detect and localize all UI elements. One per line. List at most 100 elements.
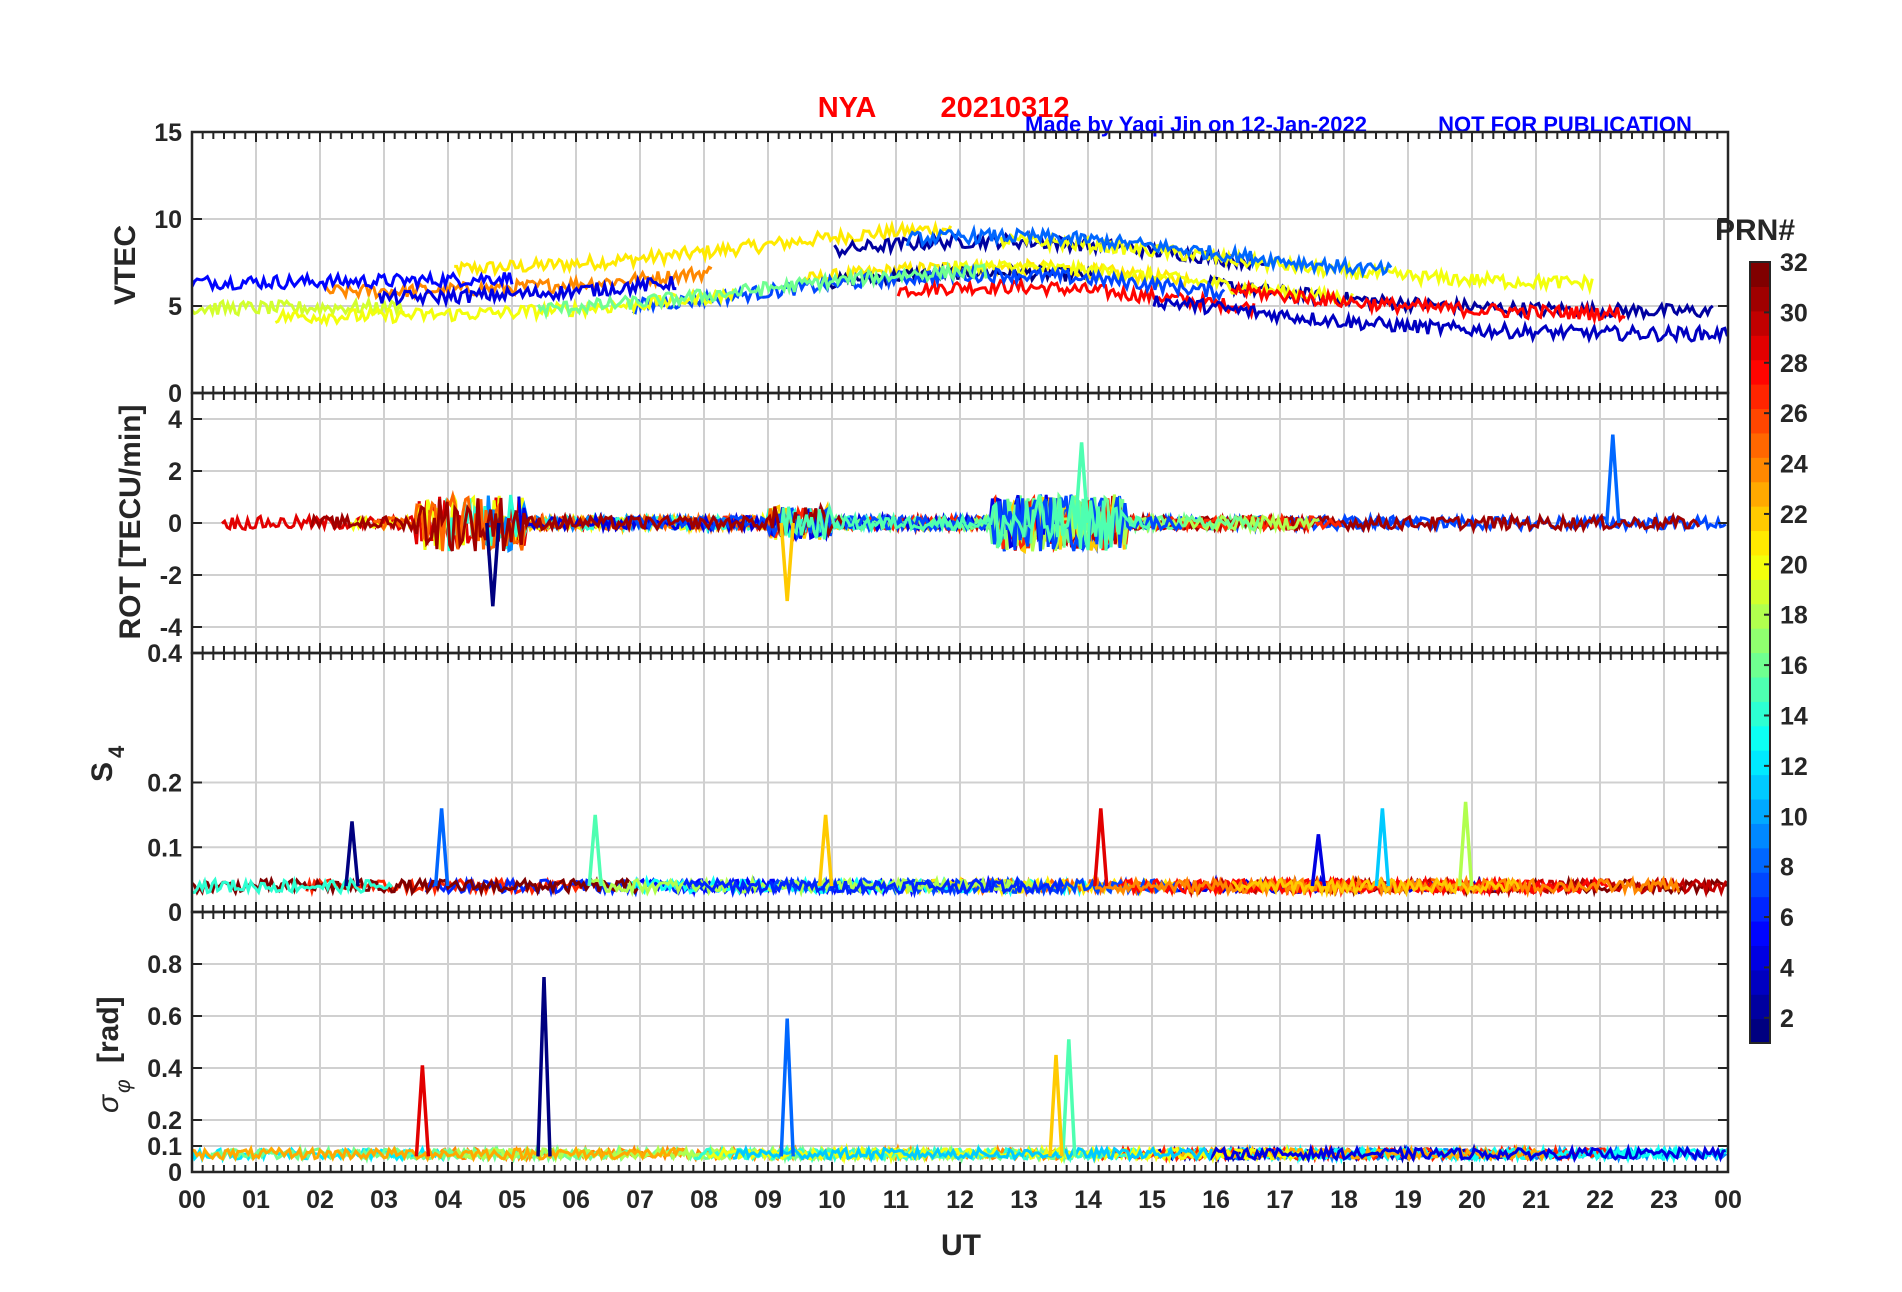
- peak-mark: [1061, 1039, 1077, 1157]
- rot-ylabel: ROT [TECU/min]: [114, 405, 147, 640]
- colorbar-tick-label: 28: [1780, 350, 1808, 378]
- colorbar-cell: [1750, 969, 1770, 995]
- colorbar-cell: [1750, 384, 1770, 410]
- x-tick-label: 23: [1650, 1186, 1678, 1214]
- colorbar-tick-label: 26: [1780, 400, 1808, 428]
- s4-panel: 0 0.1 0.2 0.4: [147, 640, 1730, 927]
- s4-ylabel: S 4: [86, 745, 129, 782]
- x-tick-label: 05: [498, 1186, 526, 1214]
- x-tick-label: 19: [1394, 1186, 1422, 1214]
- colorbar-tick-label: 4: [1780, 954, 1794, 982]
- x-axis-title: UT: [941, 1229, 981, 1262]
- colorbar-cell: [1750, 457, 1770, 483]
- prn-trace: [1117, 874, 1609, 899]
- colorbar-cell: [1750, 945, 1770, 971]
- x-tick-label: 21: [1522, 1186, 1550, 1214]
- x-tick-label: 02: [306, 1186, 334, 1214]
- y-tick-label: 0.2: [147, 1107, 182, 1135]
- colorbar-tick-label: 2: [1780, 1005, 1794, 1033]
- x-tick-label: 20: [1458, 1186, 1486, 1214]
- colorbar-cell: [1750, 603, 1770, 629]
- prn-trace: [192, 875, 639, 898]
- y-tick-label: -2: [160, 562, 182, 590]
- y-tick-label: 4: [168, 406, 182, 434]
- peak-mark: [779, 1018, 795, 1157]
- sigma-phi-panel: 00.10.2 0.4 0.6 0.8: [147, 910, 1730, 1187]
- x-tick-label: 17: [1266, 1186, 1294, 1214]
- colorbar-cell: [1750, 628, 1770, 654]
- peak-mark: [1310, 834, 1327, 887]
- x-tick-label: 03: [370, 1186, 398, 1214]
- colorbar-cell: [1750, 286, 1770, 312]
- sigma-ylabel-sub: φ: [112, 1079, 135, 1093]
- colorbar-tick-label: 14: [1780, 702, 1808, 730]
- x-tick-label: 12: [946, 1186, 974, 1214]
- colorbar-cell: [1750, 896, 1770, 922]
- peak-mark: [779, 522, 795, 602]
- peak-mark: [1093, 808, 1109, 887]
- prn-trace: [905, 223, 1393, 279]
- colorbar-tick-label: 6: [1780, 904, 1794, 932]
- colorbar-tick-label: 16: [1780, 652, 1808, 680]
- colorbar-tick-label: 10: [1780, 803, 1808, 831]
- colorbar-cell: [1750, 530, 1770, 556]
- colorbar-tick-label: 32: [1780, 249, 1808, 277]
- x-tick-label: 22: [1586, 1186, 1614, 1214]
- colorbar-cell: [1750, 554, 1770, 580]
- rot-panel: -4 -2 0 2 4: [160, 391, 1730, 655]
- peak-mark: [1605, 434, 1621, 524]
- prn-trace: [682, 875, 1065, 899]
- peak-mark: [433, 808, 450, 887]
- x-tick-label: 15: [1138, 1186, 1166, 1214]
- colorbar-tick-label: 18: [1780, 602, 1808, 630]
- s4-ylabel-main: S: [86, 762, 119, 782]
- prn-trace: [1207, 1143, 1726, 1164]
- y-tick-label: 0.6: [147, 1003, 182, 1031]
- traces: [192, 976, 1728, 1165]
- colorbar-cell: [1750, 823, 1770, 849]
- prn-trace: [590, 874, 1038, 898]
- title-station: NYA: [818, 92, 877, 124]
- x-tick-label: 18: [1330, 1186, 1358, 1214]
- y-tick-label: 2: [168, 458, 182, 486]
- sigma-ylabel-unit: [rad]: [92, 996, 125, 1063]
- colorbar-cell: [1750, 408, 1770, 434]
- prn-trace: [310, 497, 846, 552]
- sigma-ylabel: σ φ [rad]: [92, 996, 135, 1113]
- colorbar-cell: [1750, 872, 1770, 898]
- x-tick-labels: 00 01 02 03 04 05 06 07 08 09 10 11 12 13 14 15 16 17 18 19…: [178, 1186, 1742, 1214]
- y-tick-label: 0: [168, 1159, 182, 1187]
- y-tick-label: -4: [160, 614, 182, 642]
- colorbar-cell: [1750, 579, 1770, 605]
- traces: [221, 434, 1727, 607]
- colorbar-cell: [1750, 701, 1770, 727]
- colorbar-cell: [1750, 725, 1770, 751]
- prn-trace: [732, 1143, 1214, 1164]
- x-tick-label: 01: [242, 1186, 270, 1214]
- prn-trace: [1126, 511, 1701, 535]
- peak-mark: [485, 522, 501, 607]
- y-tick-label: 0.1: [147, 834, 182, 862]
- prn-trace: [454, 219, 953, 279]
- prn-trace: [192, 269, 514, 293]
- colorbar-tick-label: 22: [1780, 501, 1808, 529]
- prn-trace: [536, 260, 988, 321]
- y-tick-label: 15: [154, 119, 182, 147]
- x-tick-label: 00: [1714, 1186, 1742, 1214]
- peak-mark: [817, 814, 834, 887]
- colorbar-cell: [1750, 1018, 1770, 1044]
- x-tick-label: 08: [690, 1186, 718, 1214]
- prn-trace: [1152, 295, 1728, 345]
- traces: [192, 801, 1728, 899]
- x-tick-label: 00: [178, 1186, 206, 1214]
- colorbar-cell: [1750, 847, 1770, 873]
- x-tick-label: 16: [1202, 1186, 1230, 1214]
- prn-trace: [896, 275, 1256, 321]
- colorbar-cell: [1750, 676, 1770, 702]
- peak-mark: [587, 814, 603, 887]
- colorbar-cell: [1750, 774, 1770, 800]
- colorbar-tick-label: 12: [1780, 753, 1808, 781]
- colorbar-cell: [1750, 750, 1770, 776]
